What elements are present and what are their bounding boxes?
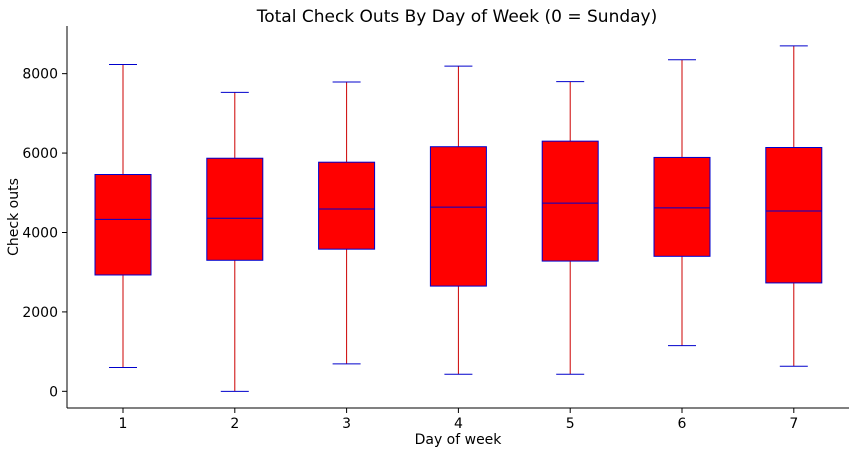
- box-iqr: [429, 146, 487, 287]
- x-tick-label: 1: [119, 416, 128, 432]
- x-axis-label: Day of week: [415, 432, 503, 448]
- chart-title: Total Check Outs By Day of Week (0 = Sun…: [256, 7, 658, 27]
- box-group-2: [206, 91, 264, 392]
- x-tick-label: 2: [230, 416, 239, 432]
- box-iqr: [653, 156, 711, 257]
- box-iqr: [94, 174, 152, 276]
- box-group-4: [429, 65, 487, 375]
- x-tick-label: 7: [789, 416, 798, 432]
- y-tick-label: 0: [49, 384, 58, 400]
- x-tick-label: 6: [678, 416, 687, 432]
- box-group-3: [318, 81, 376, 365]
- box-iqr: [765, 147, 823, 284]
- y-axis-ticks: 0 2000 4000 6000 8000: [22, 67, 67, 400]
- x-tick-label: 4: [454, 416, 463, 432]
- box-group-5: [541, 81, 599, 375]
- y-tick-label: 6000: [22, 146, 58, 162]
- box-group-1: [94, 64, 152, 368]
- plot-area: [94, 45, 823, 392]
- x-axis-ticks: 1 2 3 4 5 6 7: [119, 408, 798, 432]
- box-iqr: [206, 157, 264, 261]
- box-group-7: [765, 45, 823, 367]
- x-tick-label: 3: [342, 416, 351, 432]
- y-tick-label: 2000: [22, 305, 58, 321]
- y-tick-label: 8000: [22, 67, 58, 83]
- y-tick-label: 4000: [22, 225, 58, 241]
- box-iqr: [318, 161, 376, 250]
- y-axis-label: Check outs: [6, 178, 22, 256]
- box-iqr: [541, 140, 599, 262]
- x-tick-label: 5: [566, 416, 575, 432]
- box-group-6: [653, 59, 711, 347]
